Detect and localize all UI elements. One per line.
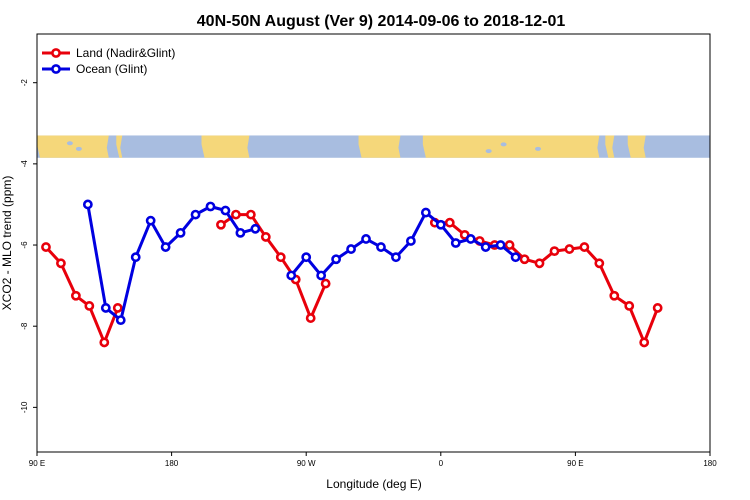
ocean-data-point: [190, 209, 201, 220]
land-data-point: [652, 303, 663, 313]
ocean-data-point: [301, 252, 312, 263]
land-data-point: [216, 219, 226, 230]
x-tick-label: 90 W: [297, 459, 316, 468]
ocean-data-point: [495, 240, 506, 250]
ocean-data-point: [405, 236, 416, 246]
ocean-data-point: [130, 252, 141, 263]
x-tick-label: 180: [703, 459, 717, 468]
ocean-data-point: [235, 227, 246, 238]
world-map-band: [37, 135, 710, 158]
legend-land-label: Land (Nadir&Glint): [76, 46, 175, 60]
ocean-data-point: [510, 252, 521, 263]
ocean-data-point: [420, 207, 431, 218]
land-data-point: [639, 337, 650, 348]
legend-ocean-marker: [51, 64, 61, 74]
land-data-point: [564, 244, 575, 254]
x-tick-label: 180: [165, 459, 179, 468]
land-data-point: [231, 209, 241, 220]
y-axis: -2 -4 -6 -8 -10: [20, 79, 37, 413]
map-band-water: [258, 144, 265, 149]
map-band-land: [422, 135, 600, 158]
land-data-point: [594, 258, 605, 269]
land-data-point: [41, 242, 51, 252]
y-tick-label: -6: [20, 241, 29, 249]
ocean-data-point: [205, 201, 216, 212]
ocean-data-point: [220, 205, 231, 216]
map-band-water: [535, 146, 542, 151]
map-band-water: [485, 149, 492, 154]
land-data-point: [609, 290, 620, 301]
x-axis: 90 E 180 90 W 0 90 E 180: [29, 452, 717, 468]
map-band-water: [66, 141, 73, 146]
land-data-point: [112, 303, 123, 313]
x-tick-label: 90 E: [567, 459, 583, 468]
land-data-point: [84, 301, 95, 311]
y-tick-label: -2: [20, 79, 29, 87]
land-data-point: [56, 258, 66, 269]
map-band-land: [201, 135, 250, 158]
ocean-data-point: [316, 270, 327, 281]
ocean-data-point: [450, 238, 461, 248]
map-band-land: [37, 135, 109, 158]
y-axis-label: XCO2 - MLO trend (ppm): [0, 176, 14, 311]
ocean-data-point: [480, 242, 491, 252]
land-data-point: [260, 232, 271, 242]
ocean-data-point: [391, 252, 401, 263]
series-layer: [41, 199, 663, 348]
map-band-land: [116, 135, 123, 158]
ocean-data-point: [465, 234, 476, 244]
land-data-point: [320, 278, 331, 289]
x-tick-label: 90 E: [29, 459, 45, 468]
x-tick-label: 0: [439, 459, 444, 468]
map-band-land: [358, 135, 401, 158]
map-band-water: [75, 146, 82, 151]
ocean-series-line: [290, 211, 517, 277]
land-data-point: [504, 240, 515, 250]
legend-ocean-label: Ocean (Glint): [76, 62, 147, 76]
plot-frame: [36, 33, 711, 453]
ocean-series-line: [86, 204, 256, 322]
y-tick-label: -8: [20, 322, 29, 330]
ocean-data-point: [115, 315, 126, 326]
land-data-point: [519, 254, 530, 265]
ocean-data-point: [145, 215, 156, 226]
legend-land-marker: [51, 48, 61, 58]
chart-title: 40N-50N August (Ver 9) 2014-09-06 to 201…: [197, 13, 566, 30]
ocean-data-point: [160, 242, 171, 252]
y-tick-label: -4: [20, 160, 29, 168]
land-data-point: [275, 252, 286, 263]
legend: Land (Nadir&Glint) Ocean (Glint): [42, 46, 175, 76]
ocean-data-point: [346, 244, 356, 254]
ocean-data-point: [175, 227, 186, 238]
ocean-data-point: [361, 234, 371, 244]
land-data-point: [579, 242, 590, 252]
ocean-data-point: [376, 242, 386, 252]
ocean-data-point: [331, 254, 342, 265]
map-band-water: [500, 142, 507, 147]
ocean-data-point: [250, 223, 261, 234]
land-data-point: [305, 313, 316, 323]
land-data-point: [245, 209, 256, 220]
land-data-point: [99, 337, 110, 348]
ocean-data-point: [435, 219, 446, 230]
map-band-land: [605, 135, 615, 158]
y-tick-label: -10: [20, 401, 29, 413]
x-axis-label: Longitude (deg E): [326, 477, 421, 491]
ocean-data-point: [286, 270, 297, 281]
land-data-point: [70, 290, 81, 301]
land-data-point: [534, 258, 545, 269]
land-data-point: [549, 246, 560, 257]
ocean-data-point: [100, 303, 111, 313]
land-data-point: [624, 301, 635, 311]
land-data-point: [444, 217, 455, 228]
ocean-data-point: [82, 199, 93, 210]
map-band-land: [627, 135, 646, 158]
